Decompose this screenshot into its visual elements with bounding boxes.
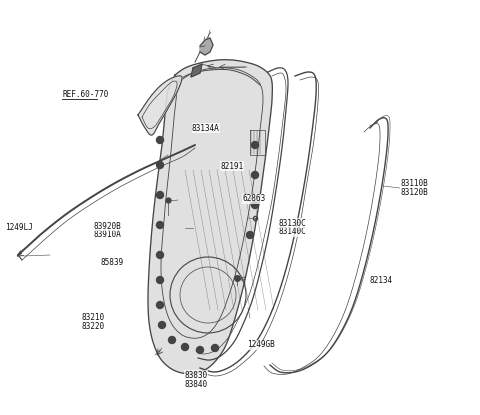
Text: 83920B: 83920B [94,222,121,231]
Text: 83120B: 83120B [401,188,429,197]
Polygon shape [200,38,213,55]
Circle shape [168,337,176,344]
Text: 83140C: 83140C [278,227,306,237]
Circle shape [252,171,259,178]
Circle shape [156,222,164,229]
Circle shape [156,276,164,283]
Text: 82191: 82191 [221,162,244,171]
Circle shape [212,344,218,352]
Circle shape [158,322,166,329]
Text: 83840: 83840 [185,380,208,389]
Text: 1249LJ: 1249LJ [5,223,33,232]
Circle shape [181,344,189,351]
Polygon shape [191,64,202,77]
Circle shape [156,302,164,308]
Text: 82134: 82134 [370,276,393,285]
Polygon shape [138,76,182,135]
Text: 83130C: 83130C [278,219,306,228]
Text: 83134A: 83134A [192,124,220,133]
Text: 83210: 83210 [82,313,105,322]
Text: 1249GB: 1249GB [247,340,275,349]
Circle shape [156,137,164,144]
Text: REF.60-770: REF.60-770 [62,90,108,100]
Text: 83220: 83220 [82,322,105,331]
Circle shape [247,232,253,239]
Polygon shape [148,60,272,374]
Text: 85839: 85839 [101,258,124,267]
Circle shape [252,202,259,208]
Circle shape [156,191,164,198]
Circle shape [156,161,164,168]
Text: 62863: 62863 [242,194,265,203]
Circle shape [156,251,164,259]
Text: 83110B: 83110B [401,179,429,188]
Text: 83910A: 83910A [94,230,121,239]
Circle shape [196,347,204,354]
Circle shape [252,142,259,149]
Text: 83830: 83830 [185,371,208,380]
